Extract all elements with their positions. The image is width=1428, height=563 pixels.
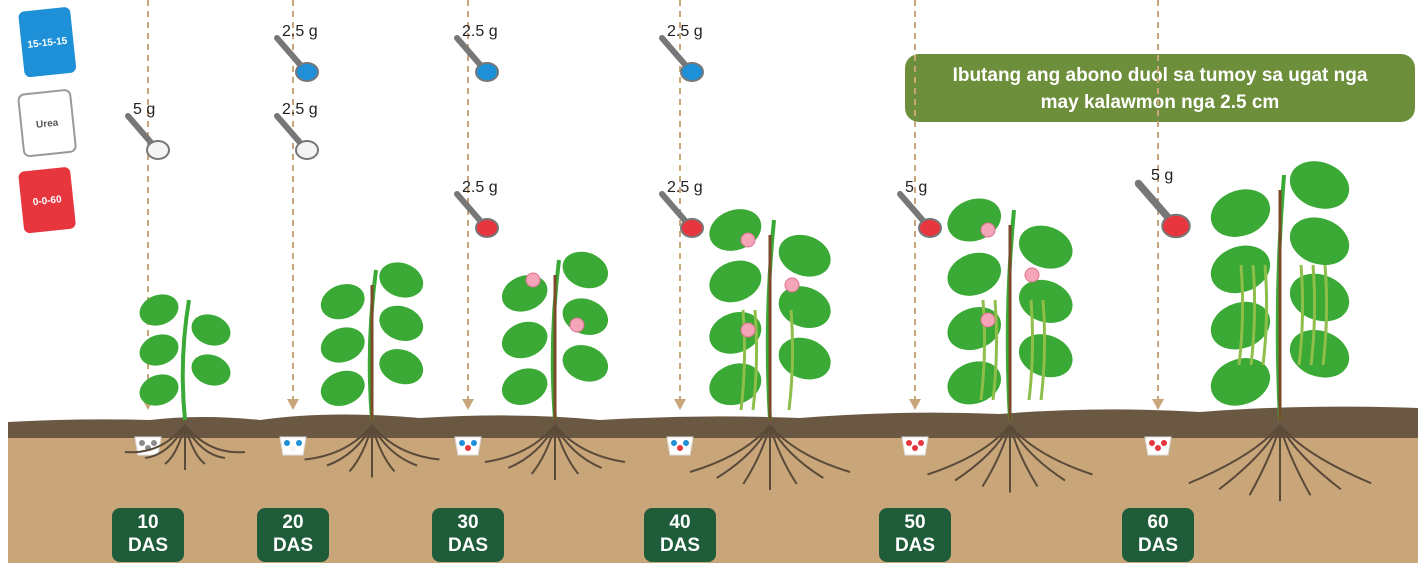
spoon-bowl xyxy=(1162,215,1190,238)
bag-red: 0-0-60 xyxy=(18,167,76,234)
pellet xyxy=(1155,445,1161,451)
spoon-bowl xyxy=(919,219,941,237)
pellet xyxy=(671,440,677,446)
flower xyxy=(526,273,540,287)
spoon-bowl xyxy=(476,219,498,237)
pellet xyxy=(139,440,145,446)
pellet xyxy=(918,440,924,446)
flower xyxy=(981,223,995,237)
infographic: 15-15-15 Urea 0-0-60 Ibutang ang abono d… xyxy=(0,0,1428,563)
stage-unit: DAS xyxy=(448,535,488,556)
stage-unit: DAS xyxy=(1138,535,1178,556)
stage-unit: DAS xyxy=(895,535,935,556)
stage-day: 40 xyxy=(669,512,690,533)
stage-day: 20 xyxy=(282,512,303,533)
note-line: Ibutang ang abono duol sa tumoy sa ugat … xyxy=(953,65,1368,86)
amount-label: 2.5 g xyxy=(667,179,703,196)
pellet xyxy=(151,440,157,446)
spoon-bowl xyxy=(296,63,318,81)
stage-day: 50 xyxy=(904,512,925,533)
spoon-bowl xyxy=(147,141,169,159)
stage-day: 30 xyxy=(457,512,478,533)
note-line: may kalawmon nga 2.5 cm xyxy=(1041,92,1280,113)
stage-unit: DAS xyxy=(660,535,700,556)
stage-day: 10 xyxy=(137,512,158,533)
spoon-bowl xyxy=(296,141,318,159)
stage-unit: DAS xyxy=(273,535,313,556)
amount-label: 5 g xyxy=(133,101,155,118)
pellet xyxy=(284,440,290,446)
spoon-bowl xyxy=(681,63,703,81)
flower xyxy=(741,233,755,247)
bag-white: Urea xyxy=(18,90,76,157)
spoon-bowl xyxy=(681,219,703,237)
amount-label: 5 g xyxy=(1151,167,1173,184)
stage-unit: DAS xyxy=(128,535,168,556)
pellet xyxy=(906,440,912,446)
pellet xyxy=(677,445,683,451)
flower xyxy=(741,323,755,337)
amount-label: 2.5 g xyxy=(462,23,498,40)
flower xyxy=(785,278,799,292)
flower xyxy=(570,318,584,332)
bag-blue: 15-15-15 xyxy=(18,7,77,78)
pellet xyxy=(1161,440,1167,446)
fertilizer-bags: 15-15-15 Urea 0-0-60 xyxy=(18,7,77,234)
pellet xyxy=(912,445,918,451)
spoon-bowl xyxy=(476,63,498,81)
pellet xyxy=(471,440,477,446)
pellet xyxy=(459,440,465,446)
amount-label: 5 g xyxy=(905,179,927,196)
amount-label: 2.5 g xyxy=(462,179,498,196)
note-box: Ibutang ang abono duol sa tumoy sa ugat … xyxy=(905,54,1415,122)
flower xyxy=(1025,268,1039,282)
amount-label: 2.5 g xyxy=(282,101,318,118)
amount-label: 2.5 g xyxy=(282,23,318,40)
pellet xyxy=(683,440,689,446)
flower xyxy=(981,313,995,327)
pellet xyxy=(290,445,296,451)
stage-day: 60 xyxy=(1147,512,1168,533)
pellet xyxy=(465,445,471,451)
amount-label: 2.5 g xyxy=(667,23,703,40)
pellet xyxy=(296,440,302,446)
pellet xyxy=(1149,440,1155,446)
